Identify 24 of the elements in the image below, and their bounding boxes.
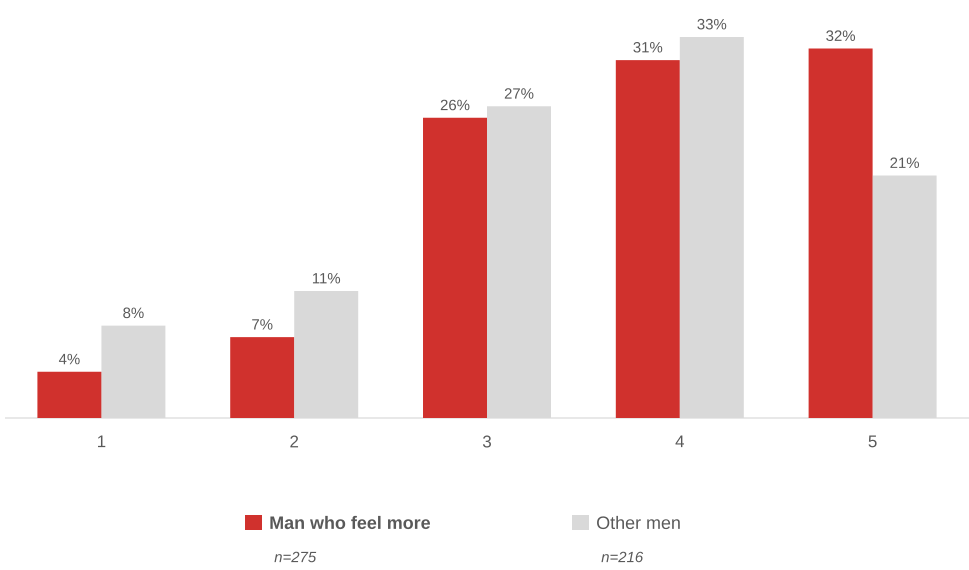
data-label: 33% [697, 18, 726, 30]
data-label: 32% [826, 30, 856, 42]
x-tick-label: 5 [868, 436, 877, 448]
bar [616, 60, 680, 418]
bar [423, 118, 488, 418]
data-label: 26% [440, 100, 470, 110]
text: n=275 [274, 552, 316, 562]
bar [808, 48, 873, 418]
data-label: 8% [123, 308, 144, 318]
data-label: 4% [58, 354, 80, 364]
text: n=216 [601, 552, 644, 562]
legend-label: Man who feel more [270, 516, 430, 530]
bar [230, 337, 294, 418]
x-tick-label: 4 [675, 436, 684, 448]
data-label: 11% [312, 273, 340, 284]
bar [37, 372, 102, 418]
x-tick-label: 1 [98, 436, 106, 448]
data-label: 27% [504, 88, 534, 99]
data-label: 31% [633, 42, 662, 53]
legend-label: Other men [597, 516, 680, 530]
data-label: 7% [252, 319, 272, 330]
data-label: 21% [890, 157, 920, 168]
x-tick-label: 3 [482, 436, 491, 448]
x-tick-label: 2 [290, 436, 298, 448]
